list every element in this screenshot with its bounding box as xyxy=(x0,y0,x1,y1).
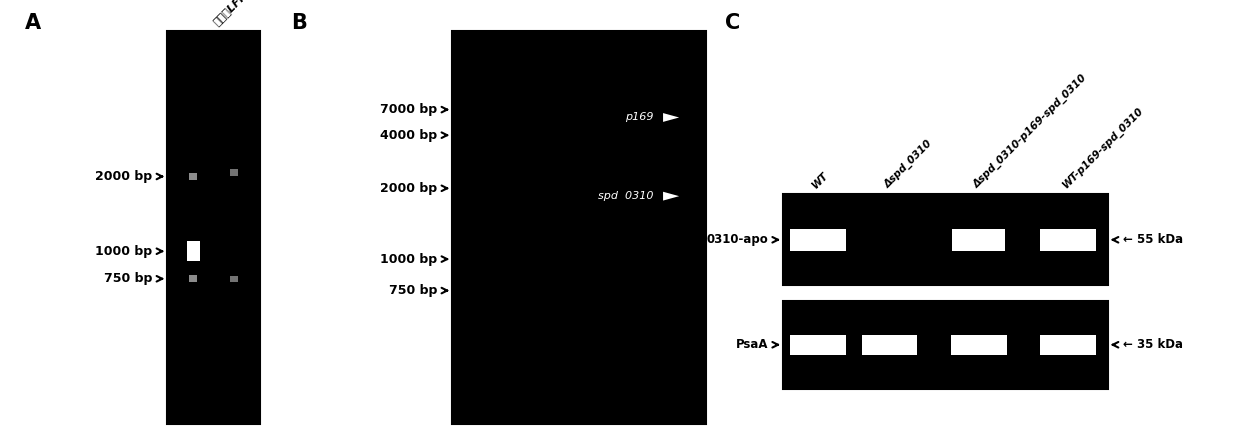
Text: A: A xyxy=(25,13,41,33)
Text: C: C xyxy=(725,13,740,33)
Bar xyxy=(230,276,238,282)
Bar xyxy=(790,229,845,251)
Text: 4000 bp: 4000 bp xyxy=(380,129,437,142)
Text: ← 35 kDa: ← 35 kDa xyxy=(1123,338,1182,351)
Text: 2000 bp: 2000 bp xyxy=(380,182,437,195)
Text: Δspd_0310-p169-spd_0310: Δspd_0310-p169-spd_0310 xyxy=(971,72,1089,190)
Bar xyxy=(783,301,1108,389)
Bar xyxy=(230,169,238,176)
Text: p169: p169 xyxy=(624,112,653,122)
Bar xyxy=(862,335,917,355)
Bar xyxy=(167,31,260,424)
Polygon shape xyxy=(663,192,679,201)
Text: 1000 bp: 1000 bp xyxy=(95,245,152,258)
Text: WT-p169-spd_0310: WT-p169-spd_0310 xyxy=(1061,105,1146,190)
Bar xyxy=(1040,229,1097,251)
Text: 2000 bp: 2000 bp xyxy=(95,170,152,183)
Bar xyxy=(952,335,1007,355)
Bar xyxy=(190,275,197,282)
Bar xyxy=(1040,335,1097,355)
Polygon shape xyxy=(663,113,679,122)
Text: B: B xyxy=(291,13,307,33)
Bar xyxy=(790,335,845,355)
Text: 750 bp: 750 bp xyxy=(389,284,437,297)
Bar xyxy=(783,194,1108,285)
Bar xyxy=(187,241,199,261)
Text: 7000 bp: 7000 bp xyxy=(380,103,437,116)
Text: ← 55 kDa: ← 55 kDa xyxy=(1123,233,1183,246)
Text: PsaA: PsaA xyxy=(736,338,768,351)
Text: 750 bp: 750 bp xyxy=(104,272,152,285)
Bar xyxy=(190,173,197,180)
Bar xyxy=(952,229,1006,251)
Text: WT: WT xyxy=(810,170,831,190)
Text: Δspd_0310: Δspd_0310 xyxy=(882,138,934,190)
Bar xyxy=(452,31,706,424)
Text: spd  0310: spd 0310 xyxy=(597,191,653,201)
Text: 大片段LFH: 大片段LFH xyxy=(212,0,249,27)
Text: 1000 bp: 1000 bp xyxy=(380,252,437,266)
Text: 0310-apo: 0310-apo xyxy=(706,233,768,246)
